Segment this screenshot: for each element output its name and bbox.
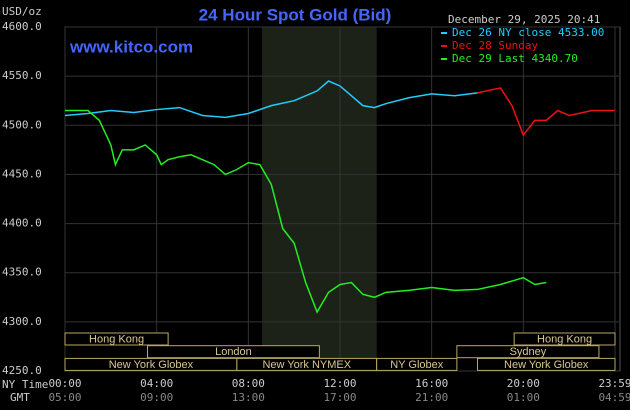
session-label: New York NYMEX [262, 359, 351, 371]
x2-tick-label: 21:00 [415, 391, 448, 404]
y-tick-label: 4600.0 [2, 20, 42, 33]
y-tick-label: 4400.0 [2, 217, 42, 230]
x2-tick-label: 01:00 [507, 391, 540, 404]
x2-tick-label: 04:59 [598, 391, 630, 404]
x2-tick-label: 09:00 [140, 391, 173, 404]
y-tick-label: 4450.0 [2, 167, 42, 180]
session-label: Hong Kong [537, 333, 592, 345]
y-axis-label: USD/oz [2, 5, 42, 18]
x2-tick-label: 17:00 [323, 391, 356, 404]
x-tick-label: 23:59 [598, 377, 630, 390]
legend-label: Dec 29 Last 4340.70 [452, 52, 578, 65]
x-tick-label: 08:00 [232, 377, 265, 390]
legend-label: Dec 28 Sunday [452, 39, 538, 52]
x2-tick-label: 13:00 [232, 391, 265, 404]
timestamp: December 29, 2025 20:41 [448, 13, 600, 26]
x2-axis-label: GMT [10, 391, 30, 404]
session-shade [262, 27, 377, 371]
x-tick-label: 20:00 [507, 377, 540, 390]
session-label: London [215, 346, 252, 358]
x-tick-label: 00:00 [48, 377, 81, 390]
price-line [477, 87, 615, 137]
session-bar [64, 332, 169, 346]
session-bar [456, 345, 600, 359]
session-bar [513, 332, 616, 346]
session-bar [147, 345, 320, 359]
y-tick-label: 4550.0 [2, 69, 42, 82]
legend-label: Dec 26 NY close 4533.00 [452, 26, 604, 39]
x-axis-label: NY Time [2, 378, 48, 391]
price-line [64, 80, 478, 119]
session-label: Sydney [510, 346, 547, 358]
x-tick-label: 12:00 [323, 377, 356, 390]
y-tick-label: 4350.0 [2, 266, 42, 279]
y-tick-label: 4250.0 [2, 364, 42, 377]
session-label: New York Globex [109, 359, 194, 371]
watermark: www.kitco.com [69, 37, 193, 56]
session-bar [376, 357, 458, 371]
x-tick-label: 16:00 [415, 377, 448, 390]
session-bar [477, 357, 616, 371]
x-tick-label: 04:00 [140, 377, 173, 390]
session-label: Hong Kong [89, 333, 144, 345]
y-tick-label: 4300.0 [2, 315, 42, 328]
session-label: New York Globex [504, 359, 589, 371]
chart-title: 24 Hour Spot Gold (Bid) [199, 5, 392, 24]
price-line [65, 109, 547, 314]
y-tick-label: 4500.0 [2, 118, 42, 131]
x2-tick-label: 05:00 [48, 391, 81, 404]
session-label: NY Globex [390, 359, 443, 371]
